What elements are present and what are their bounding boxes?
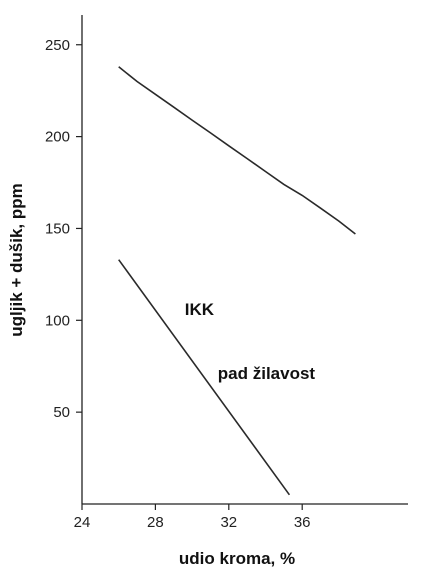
annotations: IKK pad žilavost (185, 300, 316, 383)
y-tick-label: 250 (45, 37, 70, 54)
series-line-2 (118, 259, 291, 496)
axes (81, 15, 408, 505)
y-ticks: 50 100 150 200 250 (45, 37, 82, 421)
x-tick-label: 24 (74, 514, 91, 531)
annotation-label: pad žilavost (218, 364, 316, 383)
y-tick-label: 50 (53, 404, 70, 421)
x-ticks: 24 28 32 36 (74, 504, 311, 531)
x-tick-label: 28 (147, 514, 164, 531)
y-tick-label: 150 (45, 220, 70, 237)
series-group (118, 66, 356, 496)
x-tick-label: 36 (294, 514, 311, 531)
y-axis-title: ugljik + dušik, ppm (7, 183, 26, 337)
series-line-1 (118, 66, 356, 235)
x-tick-label: 32 (220, 514, 237, 531)
y-tick-label: 100 (45, 312, 70, 329)
y-tick-label: 200 (45, 129, 70, 146)
annotation-label: IKK (185, 300, 215, 319)
x-axis-title: udio kroma, % (179, 549, 295, 568)
